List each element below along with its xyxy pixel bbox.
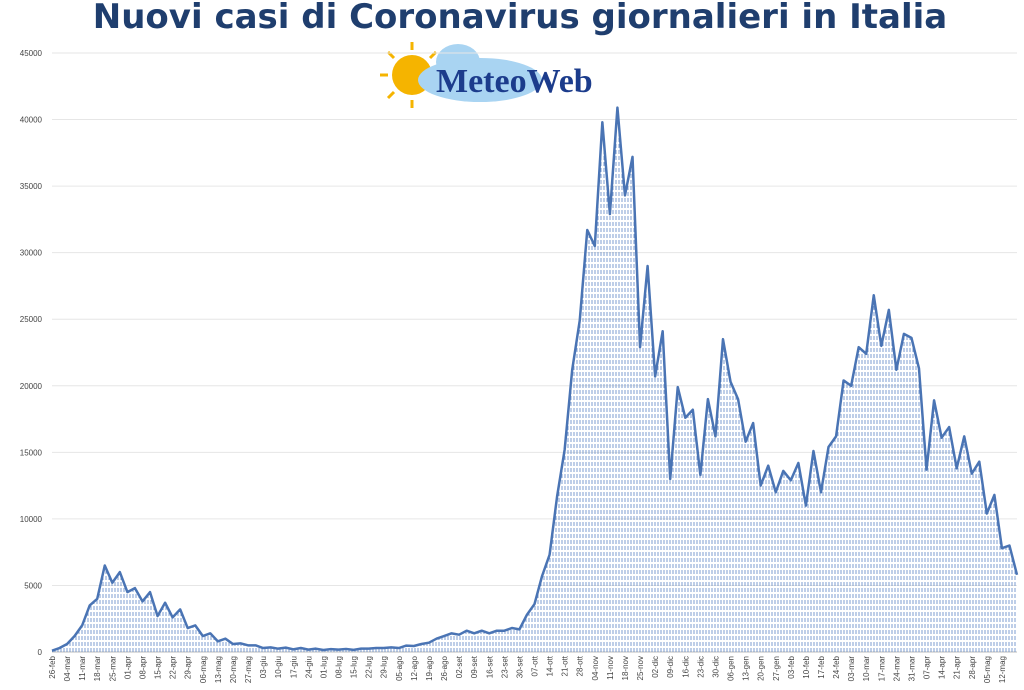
x-tick-label: 19-ago xyxy=(425,655,434,680)
x-tick-label: 13-mag xyxy=(214,656,223,683)
x-tick-label: 29-apr xyxy=(184,656,193,679)
x-tick-label: 06-gen xyxy=(727,656,736,681)
x-tick-label: 13-gen xyxy=(742,656,751,681)
x-tick-label: 21-apr xyxy=(953,656,962,679)
x-tick-label: 31-mar xyxy=(907,656,916,682)
x-tick-label: 26-ago xyxy=(440,655,449,680)
y-tick-label: 0 xyxy=(38,648,43,657)
x-tick-label: 24-mar xyxy=(892,656,901,682)
x-tick-label: 18-mar xyxy=(93,656,102,682)
x-tick-label: 30-set xyxy=(515,655,524,678)
x-tick-label: 09-dic xyxy=(666,656,675,678)
x-tick-label: 16-dic xyxy=(681,656,690,678)
x-tick-label: 11-nov xyxy=(606,656,615,680)
x-tick-label: 22-lug xyxy=(365,656,374,678)
x-tick-label: 05-ago xyxy=(395,655,404,680)
x-tick-label: 04-mar xyxy=(63,656,72,682)
x-tick-label: 01-lug xyxy=(319,656,328,678)
y-tick-label: 5000 xyxy=(24,581,42,590)
x-tick-label: 07-ott xyxy=(531,655,540,676)
x-tick-label: 14-apr xyxy=(938,656,947,679)
x-tick-label: 06-mag xyxy=(199,656,208,683)
area xyxy=(52,107,1017,652)
logo: MeteoWeb xyxy=(380,42,593,108)
x-tick-label: 11-mar xyxy=(78,656,87,681)
x-tick-label: 17-mar xyxy=(877,656,886,682)
line xyxy=(51,106,1019,652)
x-tick-label: 04-nov xyxy=(591,656,600,680)
y-tick-label: 20000 xyxy=(20,382,43,391)
x-tick-label: 22-apr xyxy=(169,656,178,679)
x-tick-label: 03-giu xyxy=(259,656,268,678)
x-tick-label: 15-lug xyxy=(350,656,359,678)
x-tick-label: 28-apr xyxy=(968,656,977,679)
x-tick-label: 29-lug xyxy=(380,656,389,678)
x-tick-label: 12-mag xyxy=(998,656,1007,683)
x-tick-label: 03-feb xyxy=(787,655,796,678)
y-tick-label: 15000 xyxy=(20,448,43,457)
y-tick-label: 35000 xyxy=(20,182,43,191)
x-tick-label: 28-ott xyxy=(576,655,585,676)
x-tick-label: 08-lug xyxy=(334,656,343,678)
x-tick-label: 07-apr xyxy=(923,656,932,679)
logo-text: MeteoWeb xyxy=(436,63,593,100)
x-tick-label: 17-giu xyxy=(289,656,298,678)
y-tick-label: 10000 xyxy=(20,515,43,524)
x-tick-label: 25-nov xyxy=(636,656,645,680)
x-tick-label: 17-feb xyxy=(817,655,826,678)
x-tick-label: 08-apr xyxy=(138,656,147,679)
x-tick-label: 03-mar xyxy=(847,656,856,682)
x-tick-label: 09-set xyxy=(470,655,479,678)
x-tick-label: 05-mag xyxy=(983,656,992,683)
x-tick-label: 21-ott xyxy=(561,655,570,676)
x-tick-label: 14-ott xyxy=(546,655,555,676)
x-tick-label: 20-mag xyxy=(229,656,238,683)
y-tick-label: 25000 xyxy=(20,315,43,324)
chart-title: Nuovi casi di Coronavirus giornalieri in… xyxy=(93,0,947,37)
x-tick-label: 18-nov xyxy=(621,656,630,680)
x-tick-label: 01-apr xyxy=(123,656,132,679)
x-tick-label: 15-apr xyxy=(154,656,163,679)
x-tick-label: 16-set xyxy=(485,655,494,678)
x-tick-label: 26-feb xyxy=(48,655,57,678)
x-tick-label: 20-gen xyxy=(757,656,766,681)
x-tick-label: 24-giu xyxy=(304,656,313,678)
x-tick-label: 27-mag xyxy=(244,656,253,683)
x-tick-label: 12-ago xyxy=(410,655,419,680)
x-tick-label: 02-set xyxy=(455,655,464,678)
y-tick-label: 45000 xyxy=(20,49,43,58)
x-tick-label: 24-feb xyxy=(832,655,841,678)
x-tick-label: 10-mar xyxy=(862,656,871,682)
x-tick-label: 27-gen xyxy=(772,656,781,681)
y-tick-label: 30000 xyxy=(20,249,43,258)
x-tick-label: 23-dic xyxy=(696,656,705,678)
x-tick-label: 30-dic xyxy=(711,656,720,678)
y-tick-label: 40000 xyxy=(20,116,43,125)
x-tick-label: 10-giu xyxy=(274,656,283,678)
x-tick-label: 10-feb xyxy=(802,655,811,678)
x-tick-label: 23-set xyxy=(500,655,509,678)
x-tick-label: 02-dic xyxy=(651,656,660,678)
x-tick-label: 25-mar xyxy=(108,656,117,682)
